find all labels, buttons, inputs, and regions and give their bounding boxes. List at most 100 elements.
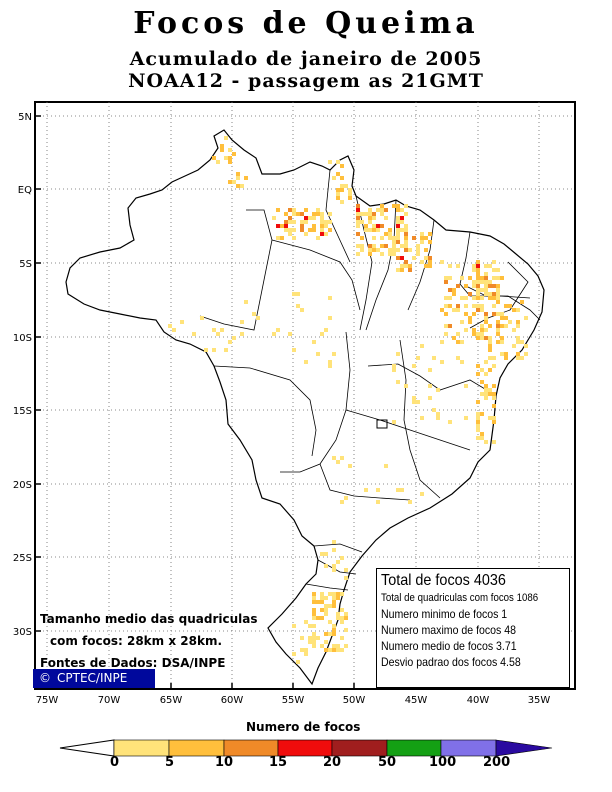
hotspot-cell	[240, 184, 244, 188]
hotspot-cell	[324, 224, 328, 228]
hotspot-cell	[284, 220, 288, 224]
hotspot-cell	[236, 184, 240, 188]
hotspot-cell	[512, 308, 516, 312]
hotspot-cell	[504, 352, 508, 356]
hotspot-cell	[392, 236, 396, 240]
hotspot-cell	[424, 248, 428, 252]
hotspot-cell	[476, 336, 480, 340]
hotspot-cell	[336, 560, 340, 564]
hotspot-cell	[400, 220, 404, 224]
hotspot-cell	[336, 644, 340, 648]
hotspot-cell	[508, 304, 512, 308]
hotspot-cell	[520, 300, 524, 304]
hotspot-cell	[492, 356, 496, 360]
hotspot-cell	[328, 160, 332, 164]
hotspot-cell	[396, 488, 400, 492]
subtitle-period: Acumulado de janeiro de 2005	[129, 48, 483, 70]
hotspot-cell	[228, 180, 232, 184]
hotspot-cell	[192, 332, 196, 336]
lat-label: 10S	[13, 333, 32, 344]
hotspot-cell	[480, 324, 484, 328]
hotspot-cell	[304, 648, 308, 652]
hotspot-cell	[380, 252, 384, 256]
hotspot-cell	[480, 276, 484, 280]
hotspot-cell	[336, 192, 340, 196]
hotspot-cell	[476, 412, 480, 416]
hotspot-cell	[480, 336, 484, 340]
hotspot-cell	[344, 612, 348, 616]
hotspot-cell	[232, 336, 236, 340]
hotspot-cell	[308, 624, 312, 628]
colorbar-tick-label: 5	[165, 755, 175, 770]
hotspot-cell	[344, 616, 348, 620]
hotspot-cell	[480, 432, 484, 436]
hotspot-cell	[516, 308, 520, 312]
hotspot-cell	[224, 156, 228, 160]
hotspot-cell	[356, 244, 360, 248]
hotspot-cell	[488, 296, 492, 300]
hotspot-cell	[476, 264, 480, 268]
hotspot-cell	[448, 264, 452, 268]
hotspot-cell	[448, 276, 452, 280]
hotspot-cell	[244, 300, 248, 304]
hotspot-cell	[340, 556, 344, 560]
hotspot-cell	[464, 328, 468, 332]
hotspot-cell	[492, 296, 496, 300]
hotspot-cell	[280, 224, 284, 228]
hotspot-cell	[332, 600, 336, 604]
hotspot-cell	[312, 644, 316, 648]
hotspot-cell	[376, 228, 380, 232]
hotspot-cell	[332, 644, 336, 648]
hotspot-cell	[328, 296, 332, 300]
hotspot-cell	[392, 368, 396, 372]
hotspot-cell	[488, 348, 492, 352]
hotspot-cell	[244, 176, 248, 180]
hotspot-cells	[168, 136, 528, 664]
colorbar-bin	[113, 739, 170, 757]
hotspot-cell	[456, 304, 460, 308]
hotspot-cell	[496, 320, 500, 324]
hotspot-cell	[500, 324, 504, 328]
hotspot-cell	[436, 416, 440, 420]
hotspot-cell	[316, 236, 320, 240]
hotspot-cell	[332, 628, 336, 632]
colorbar-tick-label: 100	[429, 755, 457, 770]
hotspot-cell	[320, 616, 324, 620]
hotspot-cell	[448, 420, 452, 424]
hotspot-cell	[292, 228, 296, 232]
hotspot-cell	[508, 320, 512, 324]
hotspot-cell	[492, 440, 496, 444]
hotspot-cell	[300, 648, 304, 652]
hotspot-cell	[364, 212, 368, 216]
hotspot-cell	[368, 228, 372, 232]
hotspot-cell	[376, 500, 380, 504]
hotspot-cell	[272, 332, 276, 336]
hotspot-cell	[484, 288, 488, 292]
hotspot-cell	[512, 344, 516, 348]
hotspot-cell	[340, 164, 344, 168]
hotspot-cell	[484, 276, 488, 280]
hotspot-cell	[316, 352, 320, 356]
hotspot-cell	[480, 332, 484, 336]
hotspot-cell	[380, 212, 384, 216]
hotspot-cell	[336, 616, 340, 620]
hotspot-cell	[324, 640, 328, 644]
hotspot-cell	[464, 312, 468, 316]
note-cell-size: Tamanho medio das quadriculas	[40, 612, 258, 626]
hotspot-cell	[364, 228, 368, 232]
hotspot-cell	[480, 328, 484, 332]
hotspot-cell	[484, 284, 488, 288]
stats-box: Total de focos 4036 Total de quadriculas…	[376, 568, 570, 688]
hotspot-cell	[492, 276, 496, 280]
hotspot-cell	[312, 632, 316, 636]
hotspot-cell	[356, 232, 360, 236]
hotspot-cell	[372, 224, 376, 228]
hotspot-cell	[292, 652, 296, 656]
hotspot-cell	[488, 324, 492, 328]
hotspot-cell	[388, 228, 392, 232]
hotspot-cell	[460, 320, 464, 324]
hotspot-cell	[492, 404, 496, 408]
hotspot-cell	[312, 596, 316, 600]
stat-std: Desvio padrao dos focos 4.58	[381, 655, 521, 669]
hotspot-cell	[228, 160, 232, 164]
